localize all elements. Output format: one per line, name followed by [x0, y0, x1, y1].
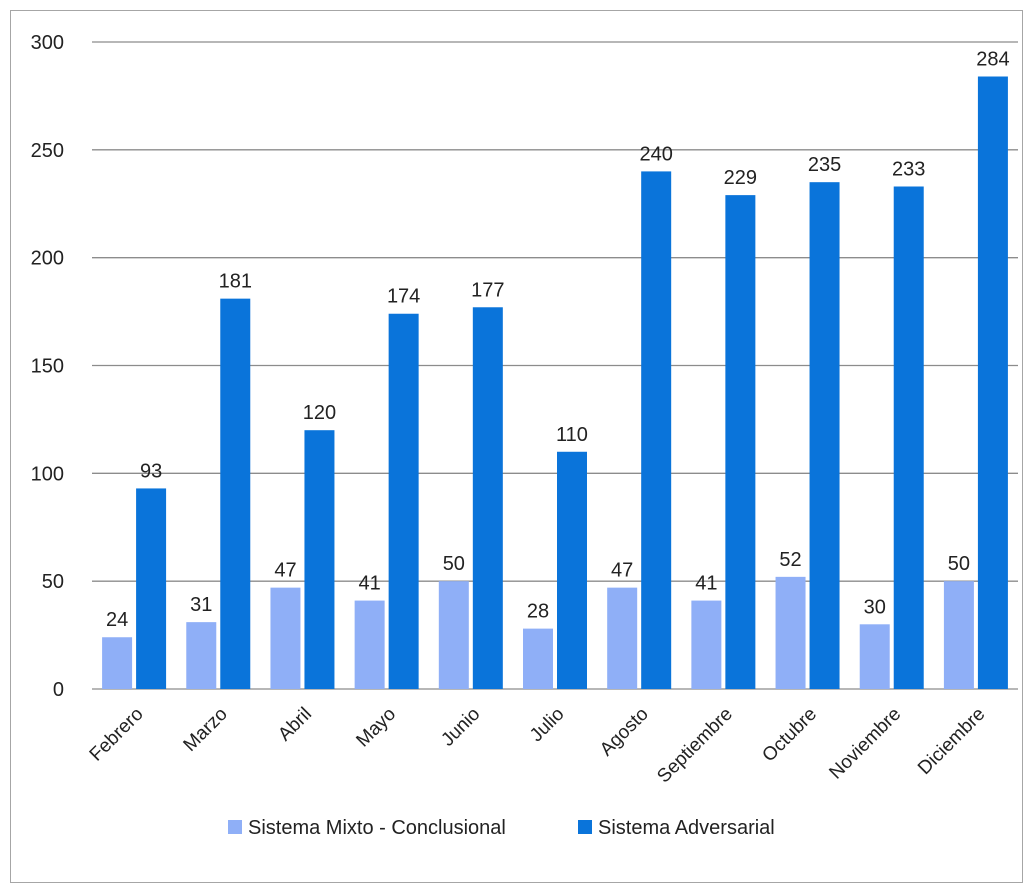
data-label: 30: [864, 596, 886, 618]
y-tick-label: 300: [31, 32, 64, 54]
data-label: 41: [695, 573, 717, 595]
y-tick-label: 200: [31, 248, 64, 270]
x-tick-label: Febrero: [86, 704, 148, 766]
y-tick-label: 250: [31, 140, 64, 162]
data-label: 50: [443, 553, 465, 575]
data-label: 174: [387, 286, 420, 308]
x-tick-label: Noviembre: [825, 704, 905, 784]
data-label: 240: [639, 143, 672, 165]
x-tick-label: Marzo: [180, 704, 232, 756]
data-label: 93: [140, 460, 162, 482]
bar-mixto: [775, 576, 806, 689]
bar-mixto: [943, 581, 974, 689]
x-tick-label: Abril: [274, 704, 316, 746]
data-label: 47: [611, 560, 633, 582]
bar-adversarial: [809, 182, 840, 689]
bar-mixto: [523, 628, 553, 689]
x-tick-label: Junio: [437, 704, 484, 751]
bar-mixto: [438, 581, 469, 689]
bar-mixto: [859, 624, 890, 689]
data-label: 284: [976, 49, 1009, 71]
bar-adversarial: [304, 430, 335, 689]
data-label: 24: [106, 609, 128, 631]
bar-adversarial: [557, 451, 587, 689]
data-label: 235: [808, 154, 841, 176]
bar-adversarial: [220, 298, 251, 689]
bar-mixto: [607, 587, 638, 689]
y-tick-label: 50: [42, 571, 64, 593]
bar-adversarial: [136, 488, 167, 689]
x-tick-label: Agosto: [596, 704, 653, 761]
bar-adversarial: [725, 195, 756, 689]
data-label: 229: [724, 167, 757, 189]
legend-swatch-mixto: [228, 820, 242, 834]
bar-mixto: [354, 600, 385, 689]
bar-mixto: [186, 622, 217, 689]
chart-frame: [10, 10, 1023, 883]
bar-adversarial: [977, 76, 1008, 690]
bar-adversarial: [388, 313, 419, 689]
bar-adversarial: [893, 186, 924, 689]
y-tick-label: 0: [53, 679, 64, 701]
bar-mixto: [691, 600, 722, 689]
data-label: 120: [303, 402, 336, 424]
x-tick-label: Diciembre: [914, 704, 989, 779]
data-label: 41: [359, 573, 381, 595]
data-label: 50: [948, 553, 970, 575]
x-tick-label: Mayo: [352, 704, 400, 752]
data-label: 52: [779, 549, 801, 571]
x-tick-label: Julio: [526, 704, 568, 746]
y-tick-label: 150: [31, 356, 64, 378]
data-label: 47: [274, 560, 296, 582]
data-label: 233: [892, 158, 925, 180]
data-label: 110: [556, 424, 588, 446]
bar-mixto: [270, 587, 301, 689]
data-label: 181: [219, 271, 252, 293]
data-label: 28: [527, 601, 549, 623]
legend-label-mixto: Sistema Mixto - Conclusional: [248, 817, 506, 839]
data-label: 31: [190, 594, 212, 616]
x-tick-label: Septiembre: [653, 704, 737, 788]
bar-mixto: [102, 637, 133, 689]
data-label: 177: [471, 279, 504, 301]
legend-label-adversarial: Sistema Adversarial: [598, 817, 775, 839]
x-tick-label: Octubre: [758, 704, 821, 767]
y-tick-label: 100: [31, 463, 64, 485]
bar-adversarial: [472, 307, 503, 689]
legend-swatch-adversarial: [578, 820, 592, 834]
bar-adversarial: [641, 171, 672, 689]
